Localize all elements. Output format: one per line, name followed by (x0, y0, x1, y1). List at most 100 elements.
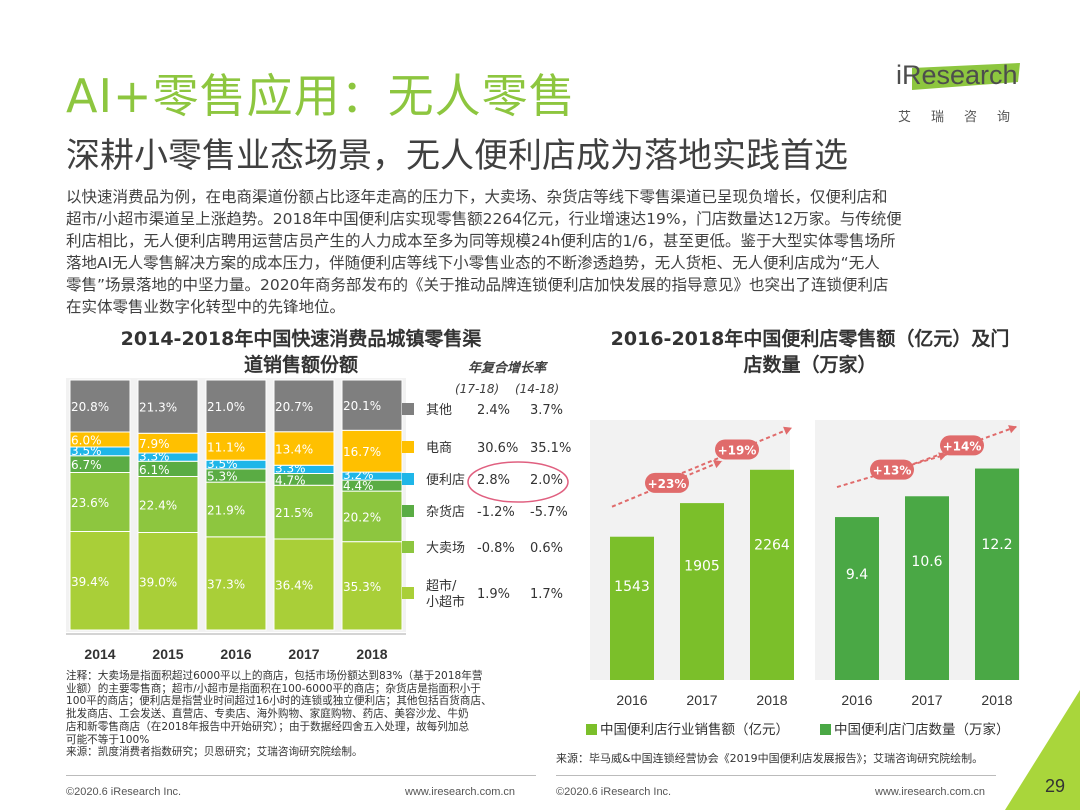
legend-cagr-17-18: -0.8% (477, 541, 515, 556)
data-label: 6.0% (71, 434, 102, 448)
legend-col-header: (14-18) (515, 382, 559, 396)
data-label: 10.6 (911, 554, 942, 570)
bar-segment (205, 431, 267, 461)
data-label: 1543 (614, 579, 650, 595)
page-number: 29 (1045, 776, 1066, 796)
highlight-circle (467, 461, 569, 503)
data-label: 7.9% (139, 437, 170, 451)
legend-swatch (402, 541, 414, 553)
legend-label: 中国便利店行业销售额（亿元） (600, 722, 789, 738)
growth-badge (645, 472, 689, 493)
iresearch-logo: iResearch 艾瑞咨询 (890, 60, 1030, 130)
data-label: 2264 (754, 538, 790, 554)
legend-cagr-14-18: 3.7% (530, 403, 563, 418)
footer-copyright: ©2020.6 iResearch Inc. (66, 786, 182, 798)
legend-cagr-14-18: 0.6% (530, 541, 563, 556)
legend-cagr-17-18: 2.8% (477, 473, 510, 488)
data-label: 37.3% (207, 577, 245, 591)
data-label: 23.6% (71, 496, 109, 510)
growth-label: +19% (718, 443, 757, 457)
legend-title: 年复合增长率 (468, 360, 549, 376)
legend-cagr-17-18: -1.2% (477, 505, 515, 520)
data-label: 21.5% (275, 506, 313, 520)
footer-divider (66, 775, 536, 776)
x-tick-label: 2018 (356, 646, 387, 662)
bar-segment (341, 490, 403, 543)
legend-swatch (402, 403, 414, 415)
body-line: 在实体零售业数字化转型中的先锋地位。 (66, 298, 346, 316)
legend-cagr-17-18: 1.9% (477, 587, 510, 602)
data-label: 39.4% (71, 575, 109, 589)
body-line: 超市/小超市渠道呈上涨趋势。2018年中国便利店实现零售额2264亿元，行业增速… (66, 210, 902, 228)
legend-label: 超市/ (426, 578, 457, 594)
growth-badge (870, 459, 914, 480)
legend-label: 大卖场 (426, 541, 465, 556)
legend-cagr-17-18: 2.4% (477, 403, 510, 418)
chart1-title: 2014-2018年中国快速消费品城镇零售渠 道销售额份额 (66, 326, 536, 378)
body-line: 落地AI无人零售解决方案的成本压力，伴随便利店等线下小零售业态的不断渗透趋势，无… (66, 254, 880, 272)
x-tick-label: 2016 (220, 646, 251, 662)
data-label: 20.7% (275, 400, 313, 414)
note-line: 可能不等于100% (66, 733, 150, 746)
corner-decoration (1005, 690, 1080, 810)
legend-label: 电商 (426, 441, 452, 456)
bar-segment (69, 379, 131, 433)
bar (975, 468, 1019, 680)
note-line: 业额）的主要零售商；超市/小超市是指面积在100-6000平的商店；杂货店是指面… (66, 682, 481, 695)
bar (750, 469, 794, 680)
page-subtitle: 深耕小零售业态场景，无人便利店成为落地实践首选 (66, 136, 848, 176)
legend-swatch (586, 724, 597, 735)
x-tick-label: 2017 (911, 692, 942, 708)
bar (835, 517, 879, 680)
bar-segment (137, 476, 199, 533)
data-label: 20.2% (343, 510, 381, 524)
bar-segment (273, 538, 335, 631)
growth-label: +23% (648, 477, 687, 491)
growth-badge (715, 439, 759, 460)
page-title: AI+零售应用：无人零售 (66, 69, 576, 123)
legend-col-header: (17-18) (455, 382, 499, 396)
data-label: 6.7% (71, 458, 102, 472)
legend-cagr-17-18: 30.6% (477, 441, 518, 456)
note-line: 店和新零售商店（在2018年报告中开始研究）；由于数据经四舍五入处理，故每列加总 (66, 720, 470, 733)
x-tick-label: 2017 (686, 692, 717, 708)
data-label: 16.7% (343, 445, 381, 459)
note-line: 100平的商店；便利店是指营业时间超过16小时的连锁或独立便利店；其他包括百货商… (66, 695, 492, 708)
note-line: 注释：大卖场是指面积超过6000平以上的商店，包括市场份额达到83%（基于201… (66, 670, 483, 682)
chart1-title-line: 道销售额份额 (243, 354, 358, 376)
x-tick-label: 2015 (152, 646, 183, 662)
data-label: 6.1% (139, 463, 170, 477)
legend-cagr-14-18: 1.7% (530, 587, 563, 602)
legend-swatch (402, 587, 414, 599)
data-label: 1905 (684, 558, 720, 574)
data-label: 35.3% (343, 580, 381, 594)
data-label: 4.7% (275, 473, 306, 487)
source-right: 来源：毕马威&中国连锁经营协会《2019中国便利店发展报告》；艾瑞咨询研究院绘制… (556, 752, 984, 765)
data-label: 13.4% (275, 443, 313, 457)
legend-label: 杂货店 (426, 504, 465, 520)
bar (680, 503, 724, 680)
data-label: 39.0% (139, 575, 177, 589)
x-tick-label: 2014 (84, 646, 115, 662)
bar (905, 496, 949, 680)
bar-segment (205, 379, 267, 433)
bar-segment (273, 431, 335, 466)
chart2-title-line: 店数量（万家） (743, 354, 877, 376)
data-label: 11.1% (207, 440, 245, 454)
bar-segment (205, 536, 267, 631)
chart1-notes: 注释：大卖场是指面积超过6000平以上的商店，包括市场份额达到83%（基于201… (66, 670, 536, 759)
legend-label: 其他 (426, 403, 452, 418)
bar-segment (69, 472, 131, 532)
x-tick-label: 2016 (616, 692, 647, 708)
footer-website: www.iresearch.com.cn (875, 786, 986, 798)
bar-segment (273, 484, 335, 540)
x-tick-label: 2016 (841, 692, 872, 708)
legend-cagr-14-18: 35.1% (530, 441, 571, 456)
body-line: 零售”场景落地的中坚力量。2020年商务部发布的《关于推动品牌连锁便利店加快发展… (66, 276, 889, 294)
x-tick-label: 2017 (288, 646, 319, 662)
data-label: 20.1% (343, 399, 381, 413)
bar (610, 536, 654, 680)
bar-segment (69, 531, 131, 631)
